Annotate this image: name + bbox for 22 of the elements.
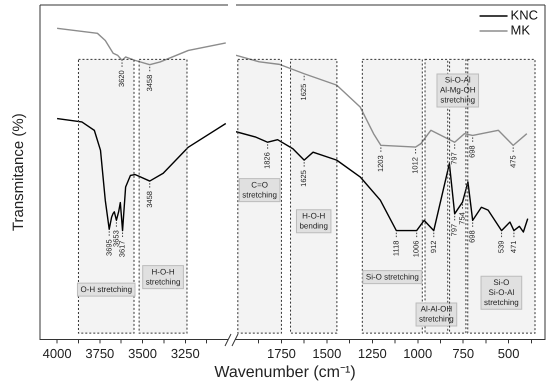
band-label: H-O-H bending xyxy=(299,211,328,230)
x-tick-label: 1750 xyxy=(266,346,296,361)
band-label: Al-Al-OH stretching xyxy=(419,304,454,324)
x-tick-label: 4000 xyxy=(42,346,72,361)
x-tick-label: 500 xyxy=(498,346,520,361)
band-label: Si-O Si-O-Al stretching xyxy=(484,278,519,307)
legend-label: MK xyxy=(510,22,530,38)
x-tick-label: 750 xyxy=(452,346,474,361)
legend-label: KNC xyxy=(510,8,538,23)
y-axis-title: Transmitance (%) xyxy=(10,113,28,232)
band-label: C=O stretching xyxy=(242,180,277,200)
band-label: Si-O-Al Al-Mg-OH stretching xyxy=(440,76,476,105)
band-label: H-O-H stretching xyxy=(146,267,180,286)
band-label: O-H stretching xyxy=(80,284,132,294)
x-tick-label: 3500 xyxy=(128,346,158,361)
band-label: Si-O stretching xyxy=(366,272,419,282)
x-tick-label: 3750 xyxy=(85,346,114,361)
x-tick-label: 1250 xyxy=(358,346,387,361)
x-tick-label: 1500 xyxy=(312,346,342,361)
x-tick-label: 3250 xyxy=(170,346,200,361)
x-axis-title: Wavenumber (cm⁻¹) xyxy=(213,363,357,382)
x-tick-label: 1000 xyxy=(403,346,432,361)
